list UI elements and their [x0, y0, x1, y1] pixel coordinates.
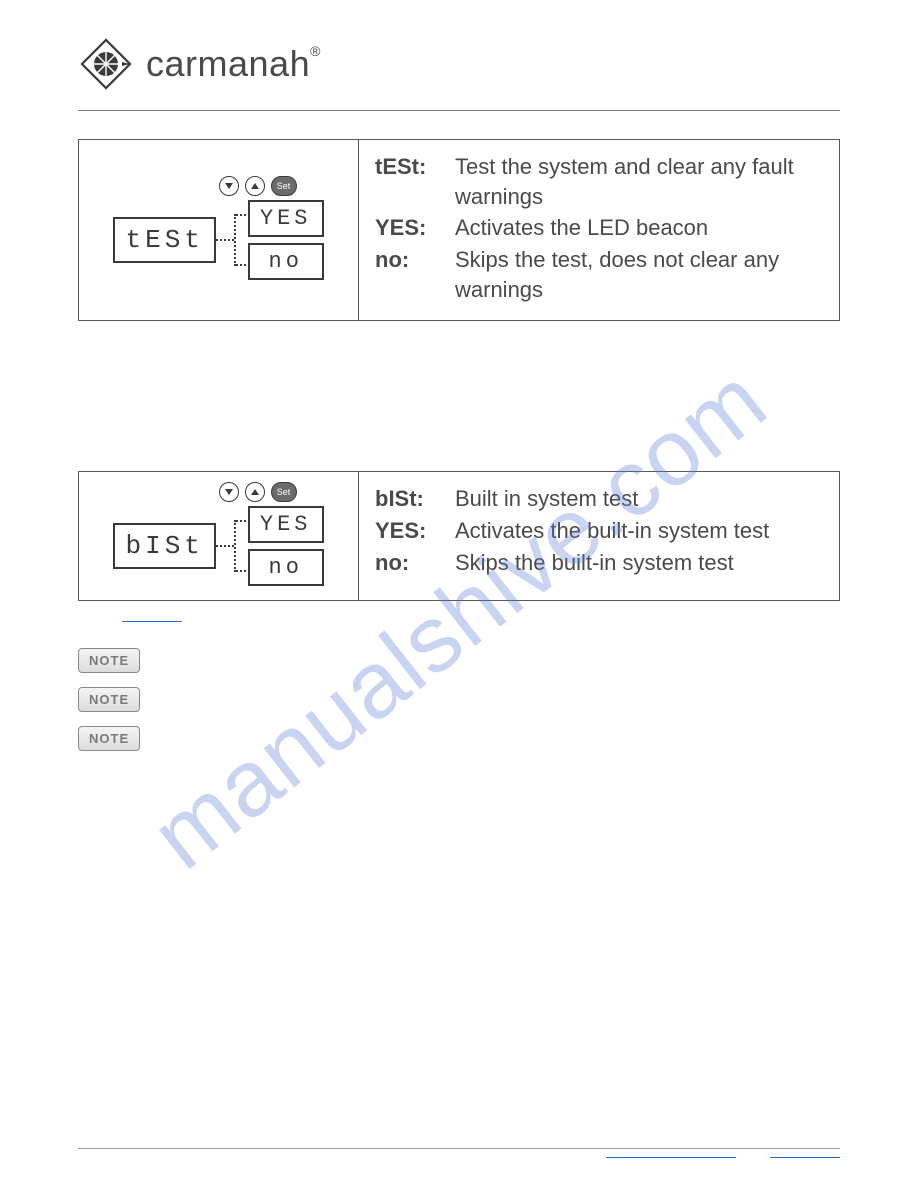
- lcd-main: bISt: [113, 523, 215, 569]
- test-definitions: tESt:Test the system and clear any fault…: [359, 140, 839, 320]
- down-arrow-icon: [219, 176, 239, 196]
- note-badge: NOTE: [78, 726, 140, 751]
- link-underline: [122, 621, 182, 622]
- bist-definitions: bISt:Built in system test YES:Activates …: [359, 472, 839, 600]
- def-term: YES:: [375, 213, 455, 243]
- set-button-icon: Set: [271, 176, 297, 196]
- brand-logo-icon: [78, 36, 134, 92]
- notes-section: NOTE NOTE NOTE: [78, 621, 840, 765]
- connector-line: [216, 545, 234, 547]
- down-arrow-icon: [219, 482, 239, 502]
- connector-line: [216, 239, 234, 241]
- def-term: no:: [375, 548, 455, 578]
- note-badge: NOTE: [78, 648, 140, 673]
- up-arrow-icon: [245, 176, 265, 196]
- up-arrow-icon: [245, 482, 265, 502]
- connector-bracket: [234, 214, 248, 266]
- def-desc: Activates the LED beacon: [455, 213, 823, 243]
- footer: [78, 1148, 840, 1158]
- def-desc: Skips the test, does not clear any warni…: [455, 245, 823, 304]
- bist-diagram: Set bISt YES no: [79, 472, 359, 600]
- test-diagram: Set tESt YES no: [79, 140, 359, 320]
- footer-link: [770, 1157, 840, 1158]
- lcd-option-yes: YES: [248, 200, 324, 237]
- def-desc: Skips the built-in system test: [455, 548, 823, 578]
- set-button-icon: Set: [271, 482, 297, 502]
- def-term: tESt:: [375, 152, 455, 211]
- lcd-option-yes: YES: [248, 506, 324, 543]
- brand-name: carmanah®: [146, 43, 321, 85]
- def-desc: Built in system test: [455, 484, 823, 514]
- lcd-option-no: no: [248, 549, 324, 586]
- lcd-main: tESt: [113, 217, 215, 263]
- def-term: YES:: [375, 516, 455, 546]
- lcd-option-no: no: [248, 243, 324, 280]
- def-desc: Activates the built-in system test: [455, 516, 823, 546]
- def-term: no:: [375, 245, 455, 304]
- connector-bracket: [234, 520, 248, 572]
- def-term: bISt:: [375, 484, 455, 514]
- test-option-box: Set tESt YES no tESt:Test the system and…: [78, 139, 840, 321]
- def-desc: Test the system and clear any fault warn…: [455, 152, 823, 211]
- footer-link: [606, 1157, 736, 1158]
- page: manualshive.com carmanah®: [0, 0, 918, 1188]
- header: carmanah®: [78, 36, 840, 111]
- bist-option-box: Set bISt YES no bISt:Built in system tes…: [78, 471, 840, 601]
- note-badge: NOTE: [78, 687, 140, 712]
